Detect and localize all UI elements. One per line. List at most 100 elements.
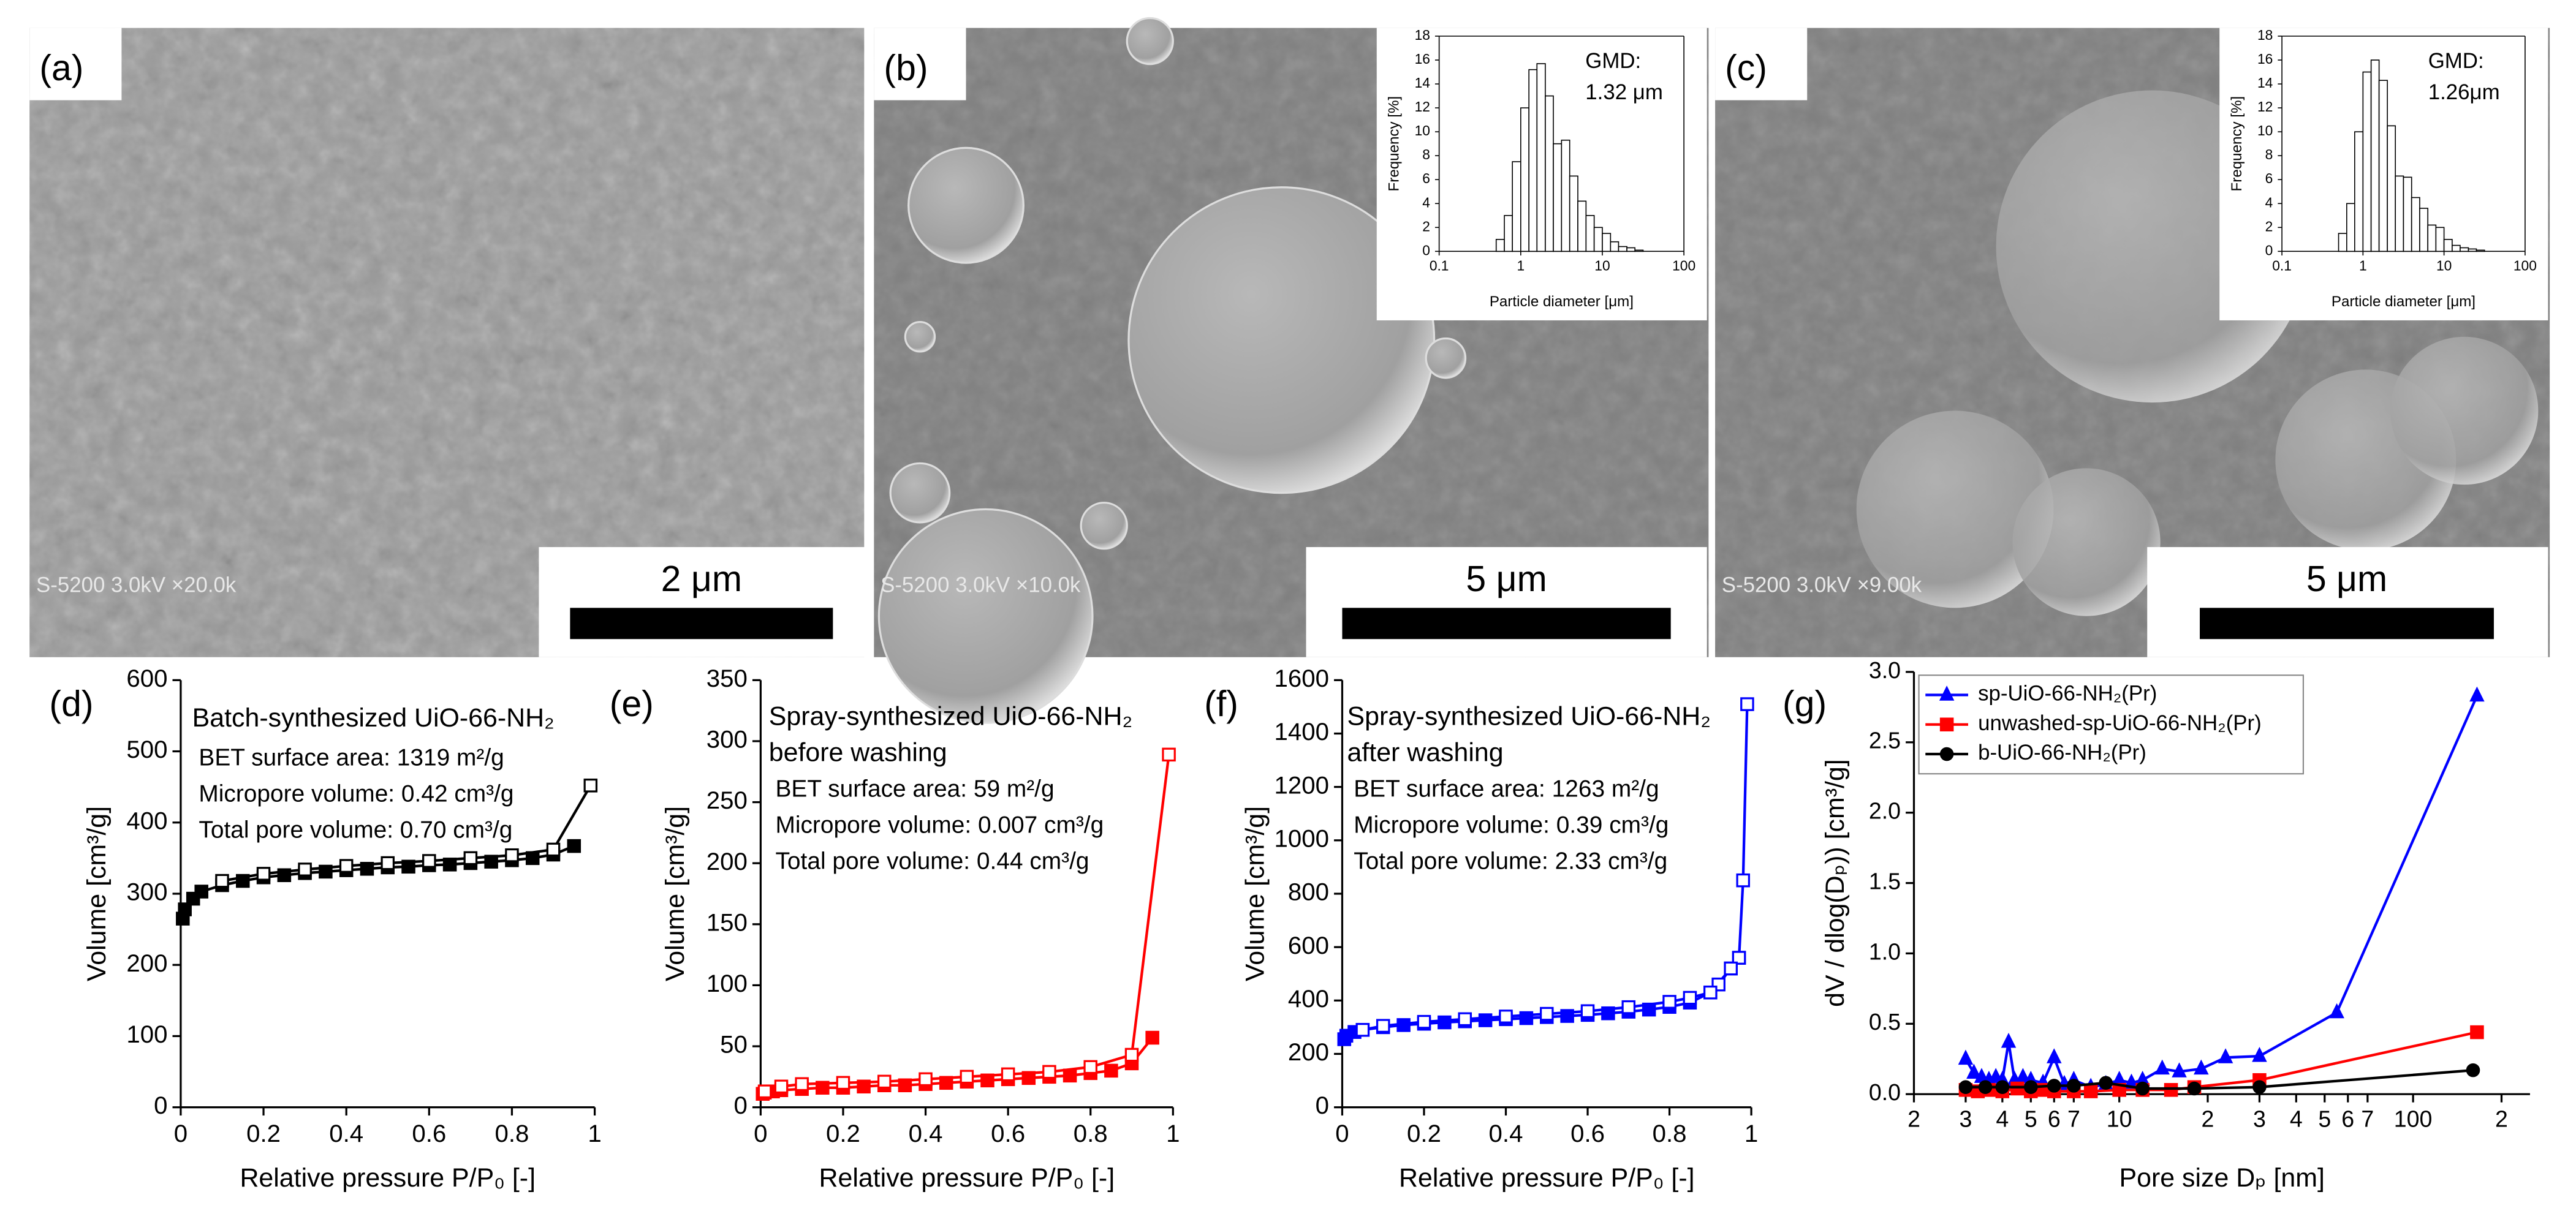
data-point — [1995, 1080, 2010, 1094]
y-tick-label: 12 — [1415, 99, 1430, 115]
y-tick-label: 1.0 — [1869, 938, 1901, 964]
histogram-bar — [2468, 248, 2477, 252]
x-tick-label: 4 — [2290, 1106, 2303, 1132]
y-tick-label: 0 — [2265, 242, 2273, 258]
data-point — [836, 1076, 850, 1090]
y-tick-label: 1600 — [1275, 665, 1329, 692]
histogram-bar — [2395, 175, 2404, 252]
data-point — [2252, 1080, 2267, 1094]
data-point — [1736, 873, 1750, 888]
x-tick-label: 1 — [588, 1120, 601, 1147]
annotation: Micropore volume: 0.007 cm³/g — [775, 812, 1104, 838]
data-point — [2154, 1059, 2170, 1075]
y-tick-label: 0.5 — [1869, 1009, 1901, 1035]
x-tick-label: 3 — [1960, 1106, 1972, 1132]
data-point — [2172, 1062, 2187, 1077]
y-tick-label: 18 — [2257, 27, 2273, 43]
data-point — [1438, 1015, 1452, 1030]
data-point — [339, 859, 354, 873]
x-tick-label: 0.4 — [1489, 1120, 1523, 1147]
data-point — [505, 848, 519, 862]
scale-bar-label: 5 μm — [1466, 559, 1547, 599]
panel-label: (b) — [884, 48, 928, 88]
y-tick-label: 16 — [1415, 51, 1430, 67]
x-tick-label: 5 — [2318, 1106, 2331, 1132]
x-tick-label: 10 — [2107, 1106, 2132, 1132]
y-tick-label: 300 — [126, 878, 167, 906]
data-point — [2252, 1046, 2267, 1062]
x-tick-label: 0.6 — [412, 1120, 446, 1147]
histogram-bar — [2435, 227, 2445, 252]
data-point — [1958, 1080, 1973, 1094]
y-tick-label: 1200 — [1275, 771, 1329, 799]
data-point — [1724, 961, 1738, 976]
y-tick-label: 600 — [126, 665, 167, 692]
data-point — [567, 839, 581, 853]
data-point — [2469, 686, 2485, 702]
x-tick-label: 0 — [174, 1120, 188, 1147]
x-axis-title: Particle diameter [μm] — [2332, 293, 2476, 310]
x-tick-label: 0 — [1335, 1120, 1349, 1147]
data-point — [2466, 1063, 2480, 1077]
particle — [889, 462, 951, 524]
panel-label: (d) — [49, 684, 93, 724]
series-line — [222, 785, 592, 883]
y-tick-label: 18 — [1415, 27, 1430, 43]
data-point — [298, 862, 312, 877]
data-point — [2047, 1079, 2061, 1093]
histogram-bar — [1504, 214, 1513, 252]
x-tick-label: 7 — [2067, 1106, 2080, 1132]
histogram-bar — [2370, 59, 2380, 252]
x-tick-label: 3 — [2253, 1106, 2266, 1132]
panel-label-box — [874, 28, 966, 100]
histogram-bar — [1585, 214, 1595, 252]
y-tick-label: 400 — [126, 807, 167, 834]
annotation: GMD: — [1585, 49, 1641, 73]
legend-marker — [1939, 717, 1954, 731]
y-tick-label: 2.5 — [1869, 728, 1901, 753]
annotation: Total pore volume: 2.33 cm³/g — [1354, 848, 1667, 874]
histogram-bar — [1602, 233, 1612, 252]
data-point — [2329, 1003, 2344, 1019]
y-tick-label: 200 — [1288, 1038, 1329, 1066]
data-point — [877, 1074, 892, 1089]
histogram-bar — [1536, 63, 1546, 252]
data-point — [2470, 1025, 2484, 1040]
y-tick-label: 0 — [154, 1092, 167, 1119]
data-point — [2024, 1080, 2038, 1094]
legend-label: unwashed-sp-UiO-66-NH₂(Pr) — [1978, 711, 2262, 735]
x-tick-label: 0.6 — [991, 1120, 1025, 1147]
y-axis-title: Volume [cm³/g] — [1240, 806, 1270, 981]
x-tick-label: 6 — [2341, 1106, 2354, 1132]
series-line — [762, 1036, 1154, 1095]
y-tick-label: 8 — [2265, 146, 2273, 162]
data-point — [2187, 1081, 2202, 1096]
y-tick-label: 1400 — [1275, 718, 1329, 745]
x-tick-label: 0.8 — [1653, 1120, 1687, 1147]
sem-caption: S-5200 3.0kV ×9.00k — [1722, 573, 1922, 597]
histogram-bar — [1569, 175, 1578, 252]
x-tick-label: 0.2 — [246, 1120, 281, 1147]
histogram-bar — [1634, 249, 1644, 252]
data-point — [1662, 995, 1676, 1009]
data-point — [1499, 1010, 1513, 1024]
y-tick-label: 6 — [1422, 170, 1430, 186]
data-point — [774, 1079, 789, 1094]
annotation: 1.26μm — [2428, 80, 2500, 104]
y-tick-label: 250 — [707, 787, 748, 814]
data-point — [2099, 1076, 2113, 1090]
particle — [1126, 17, 1174, 66]
x-tick-label: 0.1 — [1430, 257, 1449, 273]
histogram-bar — [1512, 161, 1521, 252]
histogram-bar — [1553, 143, 1563, 252]
data-point — [422, 854, 436, 868]
histogram-bar — [2476, 249, 2485, 252]
data-point — [1966, 1063, 1982, 1079]
y-tick-label: 1.5 — [1869, 868, 1901, 894]
panel-label: (a) — [39, 48, 83, 88]
data-point — [256, 867, 271, 881]
data-point — [1540, 1006, 1554, 1021]
data-point — [1355, 1022, 1370, 1037]
y-tick-label: 1000 — [1275, 825, 1329, 852]
